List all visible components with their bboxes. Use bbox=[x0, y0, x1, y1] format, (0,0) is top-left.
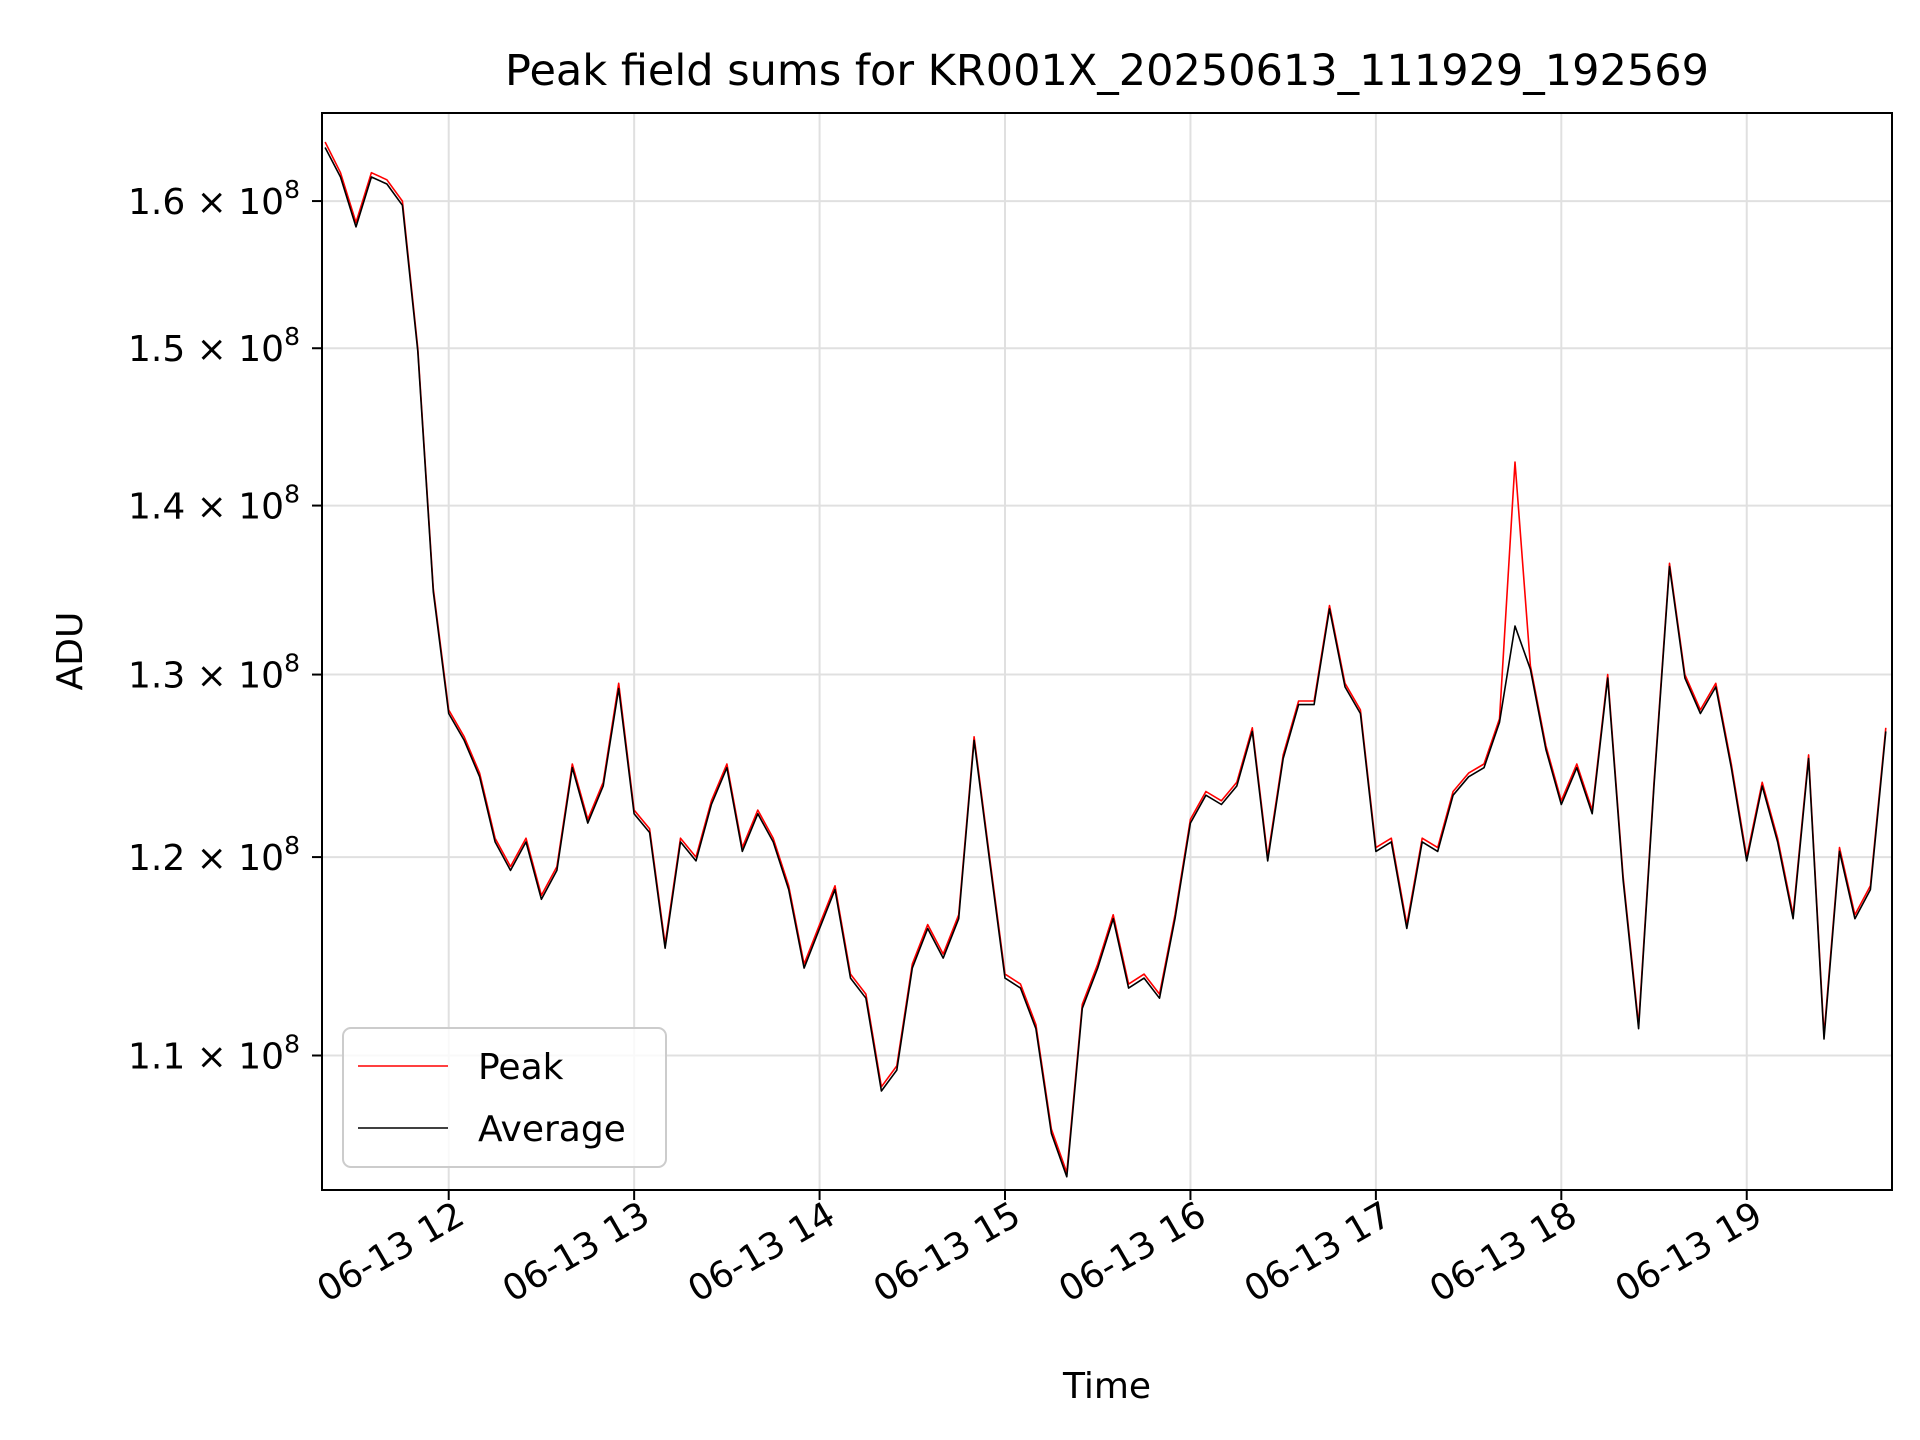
y-tick-label: 1.4 × 108 bbox=[128, 480, 300, 528]
y-axis-label: ADU bbox=[50, 612, 91, 691]
legend: Peak Average bbox=[342, 1027, 667, 1168]
series-line-average bbox=[324, 147, 1887, 1178]
plot-frame bbox=[321, 112, 1893, 1191]
y-tick-label: 1.6 × 108 bbox=[128, 175, 300, 223]
y-tick-label: 1.1 × 108 bbox=[128, 1030, 300, 1078]
legend-label-peak: Peak bbox=[478, 1047, 564, 1088]
series-lines bbox=[324, 141, 1887, 1178]
y-axis-ticks: 1.1 × 108 1.2 × 108 1.3 × 108 1.4 × 108 1.5 … bbox=[128, 175, 322, 1078]
y-tick-label: 1.2 × 108 bbox=[128, 831, 300, 879]
x-axis-label: Time bbox=[1062, 1366, 1151, 1407]
legend-label-average: Average bbox=[478, 1109, 626, 1150]
y-tick-label: 1.3 × 108 bbox=[128, 649, 300, 697]
y-tick-label: 1.5 × 108 bbox=[128, 322, 300, 370]
chart-title: Peak field sums for KR001X_20250613_1119… bbox=[505, 46, 1709, 96]
legend-box bbox=[342, 1027, 667, 1168]
